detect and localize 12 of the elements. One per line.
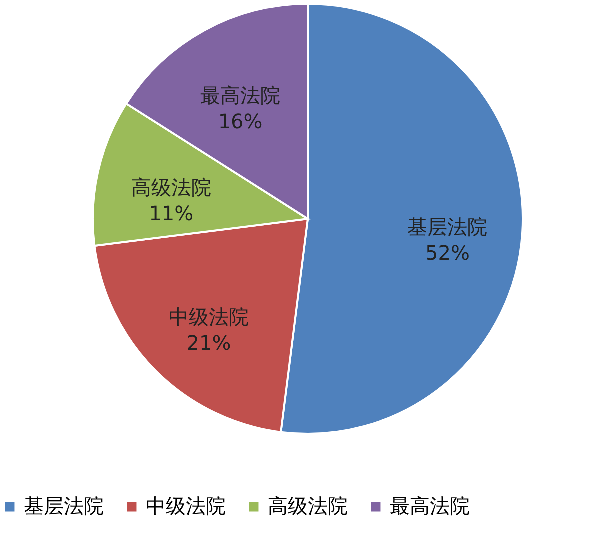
slice-label: 高级法院 [131,175,212,200]
legend-label: 高级法院 [268,494,348,518]
data-label: 16% [218,109,263,134]
data-label: 11% [149,201,194,226]
data-label: 21% [186,330,232,355]
slice-label: 基层法院 [408,214,488,239]
slice-label: 中级法院 [169,304,250,329]
slice-label: 最高法院 [200,83,281,108]
legend-label: 中级法院 [146,494,226,518]
legend-label: 基层法院 [24,494,104,518]
legend-label: 最高法院 [390,494,470,518]
data-label: 52% [425,240,470,265]
